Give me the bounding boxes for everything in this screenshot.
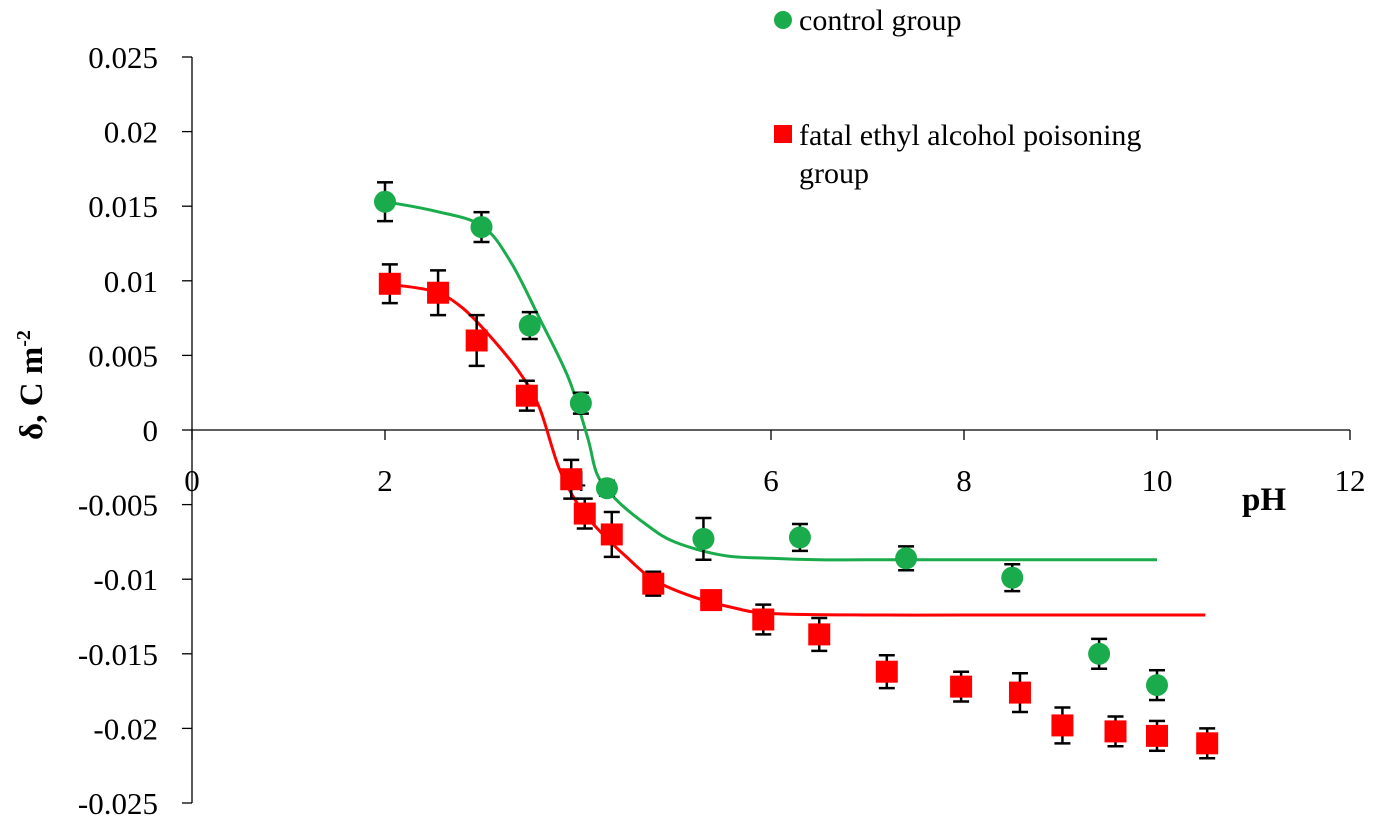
data-marks <box>374 181 1219 760</box>
data-point-poisoning <box>808 623 831 646</box>
data-point-poisoning <box>752 608 775 631</box>
data-point-poisoning <box>560 468 583 491</box>
data-point-control <box>788 526 811 549</box>
data-point-poisoning <box>427 281 450 304</box>
data-point-control <box>1001 566 1024 589</box>
data-point-control <box>1146 674 1168 697</box>
y-tick-label: 0.015 <box>88 189 158 224</box>
y-tick-label: 0.005 <box>88 338 158 373</box>
y-axis-title-main: δ, C m <box>14 347 50 440</box>
data-point-poisoning <box>875 660 898 683</box>
data-point-poisoning <box>1104 720 1127 743</box>
data-point-poisoning <box>642 572 665 595</box>
data-point-control <box>374 190 396 213</box>
data-point-control <box>895 547 918 570</box>
y-tick-label: -0.025 <box>78 786 158 821</box>
data-point-poisoning <box>1008 681 1031 704</box>
legend-label-control: control group <box>799 4 961 37</box>
y-tick-label: -0.005 <box>78 488 158 523</box>
x-tick-label: 6 <box>763 463 779 498</box>
data-point-poisoning <box>465 329 488 352</box>
data-point-control <box>569 392 592 415</box>
y-tick-label: -0.01 <box>93 562 158 597</box>
fit-curve-poisoning <box>384 282 1206 617</box>
y-axis-title-superscript: -2 <box>13 330 35 347</box>
axes: 0.025 0.02 0.015 0.01 0.005 0 -0.005 -0.01 -0.01… <box>78 40 1366 821</box>
data-point-control <box>518 314 541 337</box>
legend-label-poisoning: fatal ethyl alcohol poisoning group <box>799 119 1141 190</box>
legend-label-line: fatal ethyl alcohol poisoning <box>799 119 1141 152</box>
data-point-poisoning <box>700 589 723 612</box>
x-axis-title: pH <box>1242 482 1286 518</box>
y-tick-label: -0.015 <box>78 637 158 672</box>
legend-label-line: group <box>799 157 869 190</box>
fit-curves <box>384 200 1206 617</box>
legend-swatch-poisoning <box>774 125 792 143</box>
y-tick-label: 0.025 <box>88 40 158 75</box>
x-tick-label: 10 <box>1142 463 1173 498</box>
legend-swatch-control <box>774 11 792 29</box>
data-point-control <box>692 527 715 550</box>
x-tick-label: 0 <box>184 463 200 498</box>
data-point-control <box>1088 642 1111 665</box>
data-point-control <box>470 216 493 239</box>
data-point-poisoning <box>515 384 538 407</box>
y-tick-label: -0.02 <box>93 711 158 746</box>
data-point-poisoning <box>573 502 596 525</box>
data-point-control <box>595 477 618 500</box>
data-point-poisoning <box>378 272 401 295</box>
x-tick-label: 12 <box>1335 463 1366 498</box>
data-point-poisoning <box>600 523 623 546</box>
x-tick-label: 2 <box>377 463 393 498</box>
data-point-poisoning <box>950 675 973 698</box>
y-tick-label: 0 <box>143 413 159 448</box>
x-tick-label: 8 <box>956 463 972 498</box>
y-tick-label: 0.02 <box>104 115 158 150</box>
fit-curve-control <box>384 200 1158 562</box>
legend: control group fatal ethyl alcohol poison… <box>774 4 1141 190</box>
y-axis-title: δ, C m-2 <box>13 330 50 440</box>
data-point-poisoning <box>1146 724 1168 747</box>
data-point-poisoning <box>1196 732 1219 755</box>
data-point-poisoning <box>1051 714 1074 737</box>
y-tick-label: 0.01 <box>104 264 158 299</box>
